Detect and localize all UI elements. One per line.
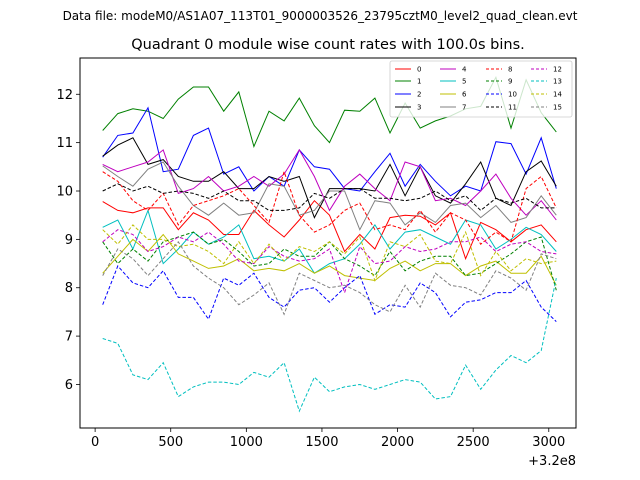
x-offset-label: +3.2e8 — [528, 454, 576, 469]
chart-title: Quadrant 0 module wise count rates with … — [131, 37, 525, 53]
y-tick-label: 12 — [56, 88, 73, 103]
legend-label-13: 13 — [553, 78, 562, 86]
legend-label-0: 0 — [417, 66, 421, 74]
y-tick-label: 9 — [65, 233, 73, 248]
series-line-7 — [102, 161, 557, 231]
x-axis: 0 500 1000 1500 2000 2500 3000 — [91, 428, 565, 450]
y-tick-label: 10 — [56, 185, 73, 200]
plot-frame — [79, 57, 577, 429]
y-tick-label: 11 — [56, 136, 73, 151]
x-tick-label: 1500 — [305, 435, 338, 450]
series-line-3 — [102, 137, 557, 219]
series-line-0 — [102, 199, 557, 261]
legend-label-15: 15 — [553, 104, 562, 112]
legend-label-1: 1 — [417, 78, 421, 86]
legend-label-6: 6 — [462, 91, 467, 99]
x-tick-label: 2500 — [457, 435, 490, 450]
y-tick-label: 7 — [65, 330, 73, 345]
y-axis: 6 7 8 9 10 11 12 — [56, 88, 80, 393]
series-line-4 — [102, 148, 557, 221]
series-line-6 — [102, 233, 557, 286]
chart-suptitle: Data file: modeM0/AS1A07_113T01_90000035… — [63, 9, 578, 23]
legend-label-7: 7 — [462, 104, 466, 112]
legend-label-2: 2 — [417, 91, 421, 99]
legend-box — [389, 60, 573, 118]
series-line-8 — [102, 170, 557, 245]
legend-label-11: 11 — [508, 104, 517, 112]
legend-label-12: 12 — [553, 66, 562, 74]
series-line-10 — [102, 265, 557, 322]
series-line-13 — [102, 277, 557, 413]
series-line-5 — [102, 208, 557, 274]
legend-label-8: 8 — [508, 66, 512, 74]
legend-label-14: 14 — [553, 91, 562, 99]
legend-label-3: 3 — [417, 104, 421, 112]
series-line-12 — [102, 229, 557, 295]
legend-label-4: 4 — [462, 66, 467, 74]
x-tick-label: 500 — [158, 435, 183, 450]
y-tick-label: 8 — [65, 281, 73, 296]
series-layer — [102, 75, 557, 413]
x-tick-label: 2000 — [381, 435, 414, 450]
series-line-15 — [102, 240, 557, 316]
x-tick-label: 0 — [91, 435, 99, 450]
legend-label-9: 9 — [508, 78, 512, 86]
legend-label-5: 5 — [462, 78, 466, 86]
series-line-14 — [102, 224, 557, 282]
x-tick-label: 3000 — [532, 435, 565, 450]
series-line-11 — [102, 183, 557, 212]
y-tick-label: 6 — [65, 378, 73, 393]
x-tick-label: 1000 — [230, 435, 263, 450]
legend-label-10: 10 — [508, 91, 517, 99]
